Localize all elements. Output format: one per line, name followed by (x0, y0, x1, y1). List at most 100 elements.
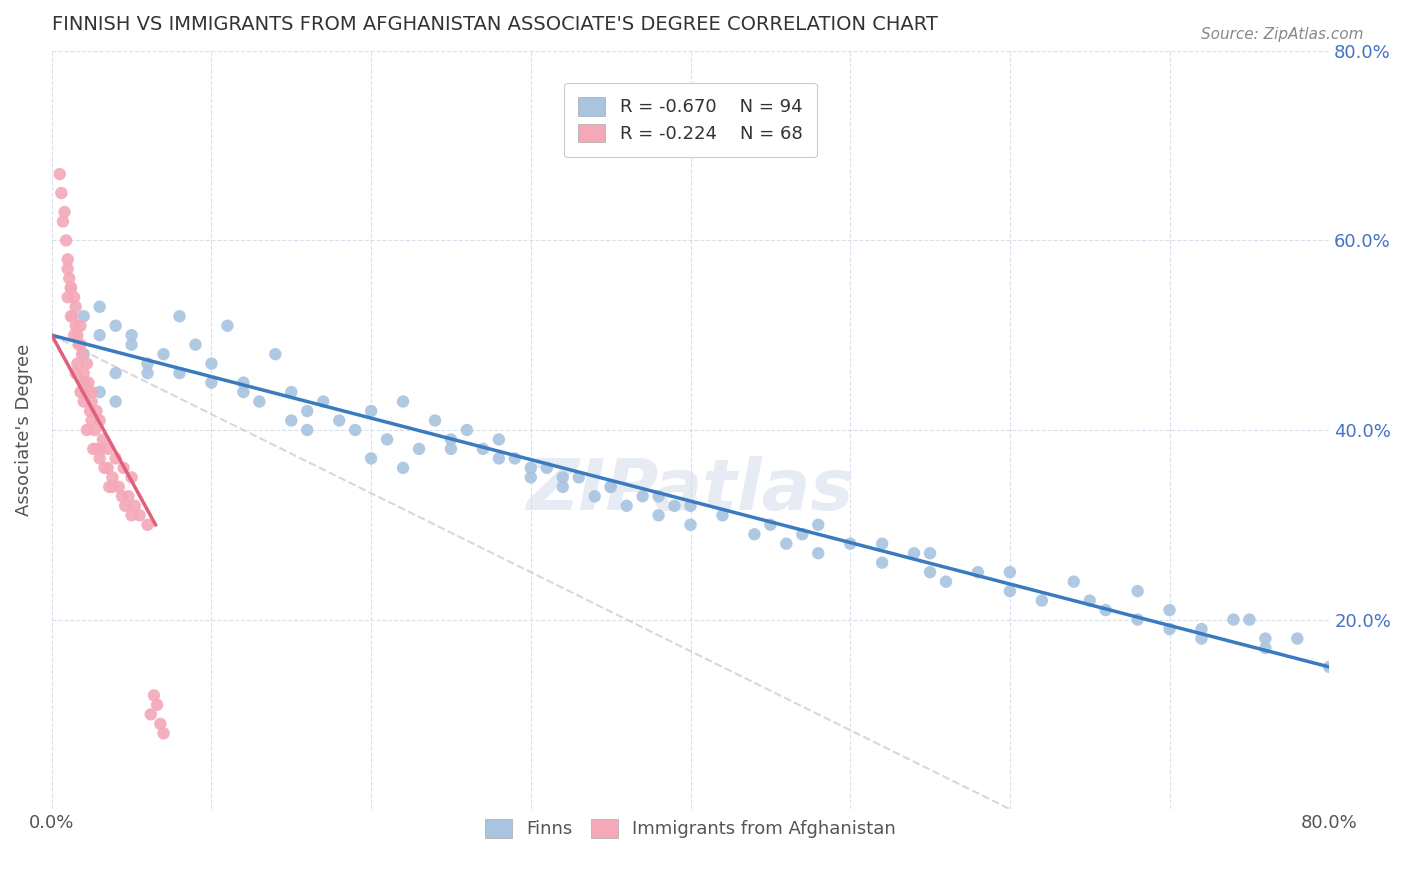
Point (312, 394, 335, 409)
Point (53, 0, 76, 1)
Point (66, 357, 89, 371)
Point (73, 376, 96, 390)
Point (48, 167, 70, 181)
Point (1254, 632, 1277, 646)
Point (76, 423, 98, 437)
Point (56, 290, 79, 304)
Point (217, 318, 239, 333)
Point (93, 461, 115, 475)
Point (56, 252, 79, 267)
Point (903, 546, 925, 560)
Point (80, 413, 103, 427)
Point (169, 366, 191, 380)
Point (551, 480, 574, 494)
Point (807, 517, 830, 532)
Point (89, 300, 111, 314)
Point (344, 423, 367, 437)
Point (360, 451, 382, 466)
Point (1126, 613, 1149, 627)
Point (408, 442, 430, 456)
Point (232, 385, 254, 400)
Point (870, 556, 893, 570)
Point (117, 489, 139, 503)
Point (647, 489, 669, 503)
Point (1286, 632, 1309, 646)
Point (112, 461, 135, 475)
Point (1031, 593, 1053, 607)
Point (568, 470, 591, 484)
Point (104, 394, 127, 409)
Point (169, 310, 191, 324)
Point (82, 442, 104, 456)
Point (488, 451, 510, 466)
Point (232, 376, 254, 390)
Point (392, 461, 415, 475)
Point (1254, 640, 1277, 655)
Point (1094, 603, 1116, 617)
Point (111, 489, 134, 503)
Point (1159, 622, 1181, 636)
Point (89, 413, 111, 427)
Point (375, 433, 398, 447)
Point (89, 328, 111, 343)
Point (139, 707, 162, 722)
Point (264, 347, 287, 361)
Point (128, 508, 150, 523)
Point (1239, 613, 1261, 627)
Point (73, 376, 96, 390)
Point (89, 451, 111, 466)
Point (76, 385, 98, 400)
Point (328, 413, 350, 427)
Point (73, 310, 96, 324)
Point (200, 357, 222, 371)
Point (918, 565, 941, 579)
Point (1317, 660, 1340, 674)
Point (97, 442, 120, 456)
Point (108, 480, 131, 494)
Point (280, 413, 302, 427)
Point (86, 442, 108, 456)
Y-axis label: Associate's Degree: Associate's Degree (15, 343, 32, 516)
Point (870, 537, 893, 551)
Point (471, 442, 494, 456)
Point (488, 433, 510, 447)
Point (73, 366, 96, 380)
Point (536, 461, 558, 475)
Point (1063, 574, 1085, 589)
Point (51, 186, 73, 200)
Point (59, 281, 82, 295)
Point (62, 310, 84, 324)
Point (839, 537, 862, 551)
Point (807, 546, 830, 560)
Point (297, 404, 319, 418)
Point (91, 433, 114, 447)
Point (101, 470, 124, 484)
Point (631, 489, 654, 503)
Point (121, 508, 143, 523)
Point (918, 546, 941, 560)
Point (792, 527, 814, 541)
Point (101, 480, 124, 494)
Point (440, 433, 463, 447)
Point (520, 461, 543, 475)
Point (998, 565, 1021, 579)
Point (935, 574, 957, 589)
Point (1159, 603, 1181, 617)
Point (392, 394, 415, 409)
Point (53, 205, 76, 219)
Point (65, 366, 87, 380)
Point (69, 318, 91, 333)
Point (247, 394, 270, 409)
Point (583, 489, 606, 503)
Point (152, 726, 174, 740)
Point (121, 470, 143, 484)
Text: ZIPatlas: ZIPatlas (527, 456, 855, 525)
Point (121, 328, 143, 343)
Point (759, 517, 782, 532)
Point (998, 584, 1021, 599)
Point (59, 281, 82, 295)
Point (360, 404, 382, 418)
Point (52, 214, 75, 228)
Point (83, 423, 105, 437)
Point (152, 347, 174, 361)
